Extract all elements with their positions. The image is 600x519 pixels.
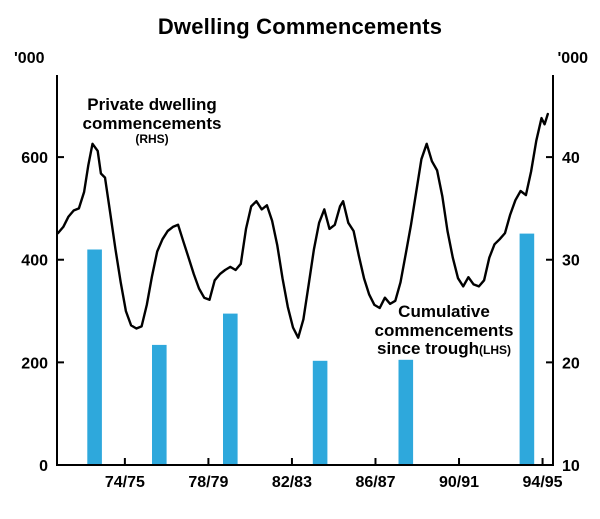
left-axis-tick-label: 0 [39,458,48,475]
x-axis-tick-label: 94/95 [523,474,563,491]
cumulative-bar [87,249,102,465]
annotation-line: Private dwelling [87,95,217,114]
annotation-line: commencements [374,320,514,340]
right-axis-tick-label: 20 [562,355,580,372]
line-series-annotation: Private dwelling commencements (RHS) [60,95,244,147]
x-axis-tick-label: 90/91 [439,474,479,491]
x-axis-tick-label: 78/79 [188,474,228,491]
annotation-line: since trough(LHS) [364,340,524,359]
annotation-line: commencements [82,113,222,133]
annotation-line: Cumulative [398,302,490,321]
cumulative-bar [223,313,238,465]
left-axis-tick-label: 600 [21,150,48,167]
x-axis-tick-label: 82/83 [272,474,312,491]
annotation-axis-ref: (RHS) [135,132,169,147]
chart-title: Dwelling Commencements [157,14,443,39]
cumulative-bar [519,233,535,465]
left-axis-unit-label: '000 [14,50,45,67]
right-axis-tick-label: 30 [562,253,580,270]
bar-series-annotation: Cumulative commencements since trough(LH… [364,302,524,359]
cumulative-bar [152,344,167,465]
annotation-axis-ref: (LHS) [479,343,511,358]
cumulative-bar [312,360,328,465]
right-axis-tick-label: 40 [562,150,580,167]
right-axis-tick-label: 10 [562,458,580,475]
annotation-text: since trough [376,339,479,359]
left-axis-tick-label: 400 [21,253,48,270]
x-axis-tick-label: 86/87 [355,474,395,491]
x-axis-tick-label: 74/75 [105,474,145,491]
line-series-path [56,112,549,339]
left-axis-tick-label: 200 [21,355,48,372]
cumulative-bar [398,359,414,465]
right-axis-unit-label: '000 [557,50,589,67]
